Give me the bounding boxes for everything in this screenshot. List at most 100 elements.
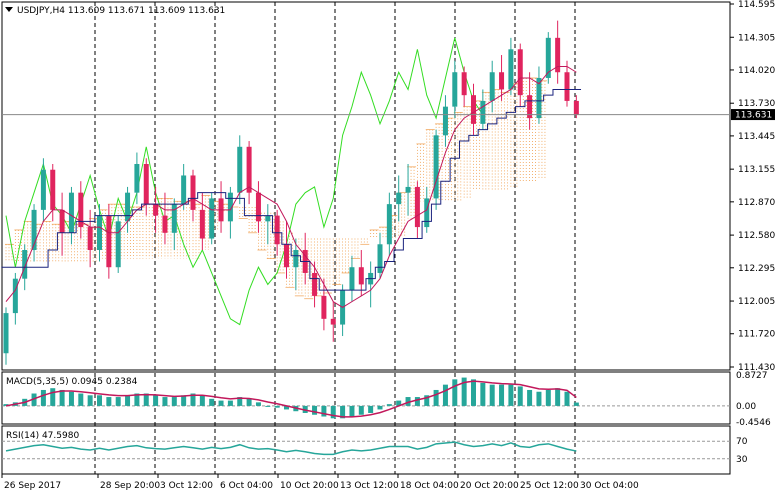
macd-bar [471,379,476,406]
candle-body[interactable] [508,49,514,90]
macd-bar [199,395,205,406]
candle-body[interactable] [480,100,486,124]
candle-body[interactable] [396,192,402,205]
candle-body[interactable] [209,198,215,239]
candle-body[interactable] [349,267,355,291]
macd-bar [555,388,561,406]
tenkan-line [5,66,577,308]
candle-body[interactable] [237,146,243,193]
candle-body[interactable] [452,72,458,107]
price-tick-label: 112.295 [738,264,775,274]
candle-body[interactable] [293,250,299,268]
macd-bar [517,386,523,406]
candle-body[interactable] [405,186,411,193]
macd-bar [31,393,37,406]
macd-bar [143,393,149,406]
candle-body[interactable] [284,244,289,268]
candle-body[interactable] [433,135,439,199]
candle-body[interactable] [265,215,271,222]
macd-tick-label: 0.8727 [736,371,768,381]
candle-body[interactable] [106,215,112,268]
candle-body[interactable] [386,204,392,245]
candle-body[interactable] [68,192,74,233]
candle-body[interactable] [461,72,467,96]
candle-body[interactable] [564,72,570,101]
price-tick-label: 113.445 [738,132,775,142]
chikou-line [5,37,484,326]
macd-bar [274,405,280,408]
candle-body[interactable] [536,77,542,119]
macd-bar [87,395,93,406]
candle-body[interactable] [171,204,177,233]
candle-body[interactable] [255,192,261,222]
candle-body[interactable] [22,250,28,279]
candle-body[interactable] [358,267,364,285]
macd-bar [134,393,140,406]
price-tick-label: 113.730 [738,99,775,109]
candle-body[interactable] [555,37,561,73]
macd-signal-path [5,380,577,418]
macd-bar [227,400,233,406]
candle-body[interactable] [517,49,523,96]
macd-bar [377,405,383,410]
macd-bar [396,400,402,406]
macd-bar [527,389,533,406]
kijun-path [1,88,582,291]
candle-body[interactable] [40,169,46,210]
candle-body[interactable] [50,169,56,210]
candle-body[interactable] [321,295,327,319]
candle-body[interactable] [181,175,187,205]
candle-body[interactable] [115,221,121,268]
candle-body[interactable] [153,204,159,216]
macd-bar [68,391,74,406]
time-label: 13 Oct 12:00 [340,481,399,491]
candle-body[interactable] [573,100,579,115]
candle-body[interactable] [134,163,140,193]
candle-body[interactable] [330,318,336,325]
candle-body[interactable] [471,95,476,124]
macd-bar [190,393,196,406]
candle-body[interactable] [97,215,102,251]
macd-bar [106,397,112,406]
candle-body[interactable] [162,215,168,233]
macd-bar [50,388,56,406]
candle-body[interactable] [143,163,149,205]
candle-body[interactable] [499,72,505,90]
candle-body[interactable] [227,192,233,222]
candle-body[interactable] [12,278,18,314]
candle-body[interactable] [87,227,93,251]
macd-bar [573,402,579,406]
candle-body[interactable] [527,95,533,119]
macd-bar [405,397,411,406]
time-label: 26 Sep 2017 [4,481,61,491]
candle-body[interactable] [190,175,196,210]
candle-body[interactable] [78,192,84,228]
candle-body[interactable] [274,215,280,245]
candle-body[interactable] [312,272,318,296]
macd-bar [125,395,131,406]
candle-body[interactable] [59,209,65,233]
candle-body[interactable] [424,198,430,228]
candle-body[interactable] [489,72,495,101]
candle-body[interactable] [3,313,9,354]
candle-body[interactable] [246,146,252,193]
macd-bar [461,377,467,406]
kijun-line [1,88,582,291]
candle-body[interactable] [199,209,205,239]
macd-bar [536,391,542,406]
price-tick-label: 111.430 [738,363,775,373]
candle-body[interactable] [125,192,131,222]
collapse-arrow-icon[interactable] [5,7,13,12]
candle-body[interactable] [377,244,383,273]
macd-bar [255,402,261,406]
candle-body[interactable] [442,106,448,136]
candle-body[interactable] [545,37,551,78]
candle-body[interactable] [414,186,420,228]
time-label: 18 Oct 04:00 [400,481,459,491]
candle-body[interactable] [31,209,37,251]
macd-bar [97,395,102,406]
macd-bar [171,397,177,406]
candles-layer[interactable] [3,20,579,365]
price-tick-label: 112.870 [738,198,775,208]
